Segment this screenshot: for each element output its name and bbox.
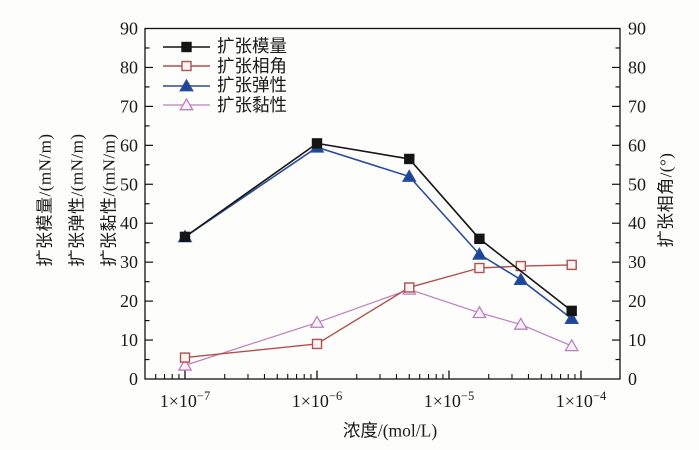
svg-text:20: 20 <box>120 291 138 311</box>
svg-text:10: 10 <box>628 330 646 350</box>
y-axis-ticks <box>145 47 620 361</box>
series-elasticity <box>177 139 580 324</box>
legend-marker-modulus <box>163 41 210 52</box>
svg-text:70: 70 <box>120 96 138 116</box>
left-axis-label-elasticity: 扩张弹性/(mN/m) <box>67 133 87 267</box>
svg-text:1×10−5: 1×10−5 <box>424 389 474 411</box>
svg-text:0: 0 <box>129 369 138 389</box>
svg-text:50: 50 <box>120 174 138 194</box>
svg-text:60: 60 <box>120 135 138 155</box>
x-axis-label-concentration: 浓度/(mol/L) <box>342 420 438 441</box>
svg-text:90: 90 <box>120 19 138 39</box>
svg-text:30: 30 <box>628 252 646 272</box>
right-axis-label-phase-angle: 扩张相角/(°) <box>656 152 676 248</box>
x-axis-tick-labels: 1×10−7 1×10−6 1×10−5 1×10−4 <box>160 389 607 411</box>
legend-marker-elasticity <box>163 78 210 92</box>
svg-text:10: 10 <box>120 330 138 350</box>
legend: 扩张模量 扩张相角 扩张弹性 扩张黏性 <box>162 37 287 115</box>
series-phase-angle <box>179 259 577 363</box>
series-viscosity <box>177 282 580 371</box>
svg-text:60: 60 <box>628 135 646 155</box>
legend-label-phase-angle: 扩张相角 <box>217 55 287 76</box>
left-axis-label-modulus: 扩张模量/(mN/m) <box>35 133 55 267</box>
legend-label-viscosity: 扩张黏性 <box>217 94 287 115</box>
svg-text:90: 90 <box>628 19 646 39</box>
svg-text:40: 40 <box>628 213 646 233</box>
svg-text:40: 40 <box>120 213 138 233</box>
legend-item-viscosity: 扩张黏性 <box>162 96 287 116</box>
svg-text:70: 70 <box>628 96 646 116</box>
svg-text:80: 80 <box>628 57 646 77</box>
legend-marker-viscosity <box>163 97 210 111</box>
svg-text:30: 30 <box>120 252 138 272</box>
legend-item-modulus: 扩张模量 <box>162 37 287 57</box>
legend-item-elasticity: 扩张弹性 <box>162 76 287 96</box>
svg-text:1×10−6: 1×10−6 <box>292 389 342 411</box>
legend-label-elasticity: 扩张弹性 <box>217 75 287 95</box>
svg-text:1×10−7: 1×10−7 <box>160 389 210 411</box>
svg-text:80: 80 <box>120 57 138 77</box>
svg-text:0: 0 <box>628 369 637 389</box>
y-axis-tick-labels-left: 0 10 20 30 40 50 60 70 80 90 <box>120 19 138 390</box>
svg-text:1×10−4: 1×10−4 <box>556 389 607 411</box>
x-axis-ticks <box>155 370 582 379</box>
legend-marker-phase-angle <box>163 61 210 72</box>
svg-text:50: 50 <box>628 174 646 194</box>
legend-item-phase-angle: 扩张相角 <box>162 57 287 77</box>
legend-label-modulus: 扩张模量 <box>217 36 287 56</box>
svg-text:20: 20 <box>628 291 646 311</box>
left-axis-label-viscosity: 扩张黏性/(mN/m) <box>99 133 119 267</box>
series-modulus <box>179 138 577 317</box>
y-axis-tick-labels-right: 0 10 20 30 40 50 60 70 80 90 <box>628 19 646 390</box>
